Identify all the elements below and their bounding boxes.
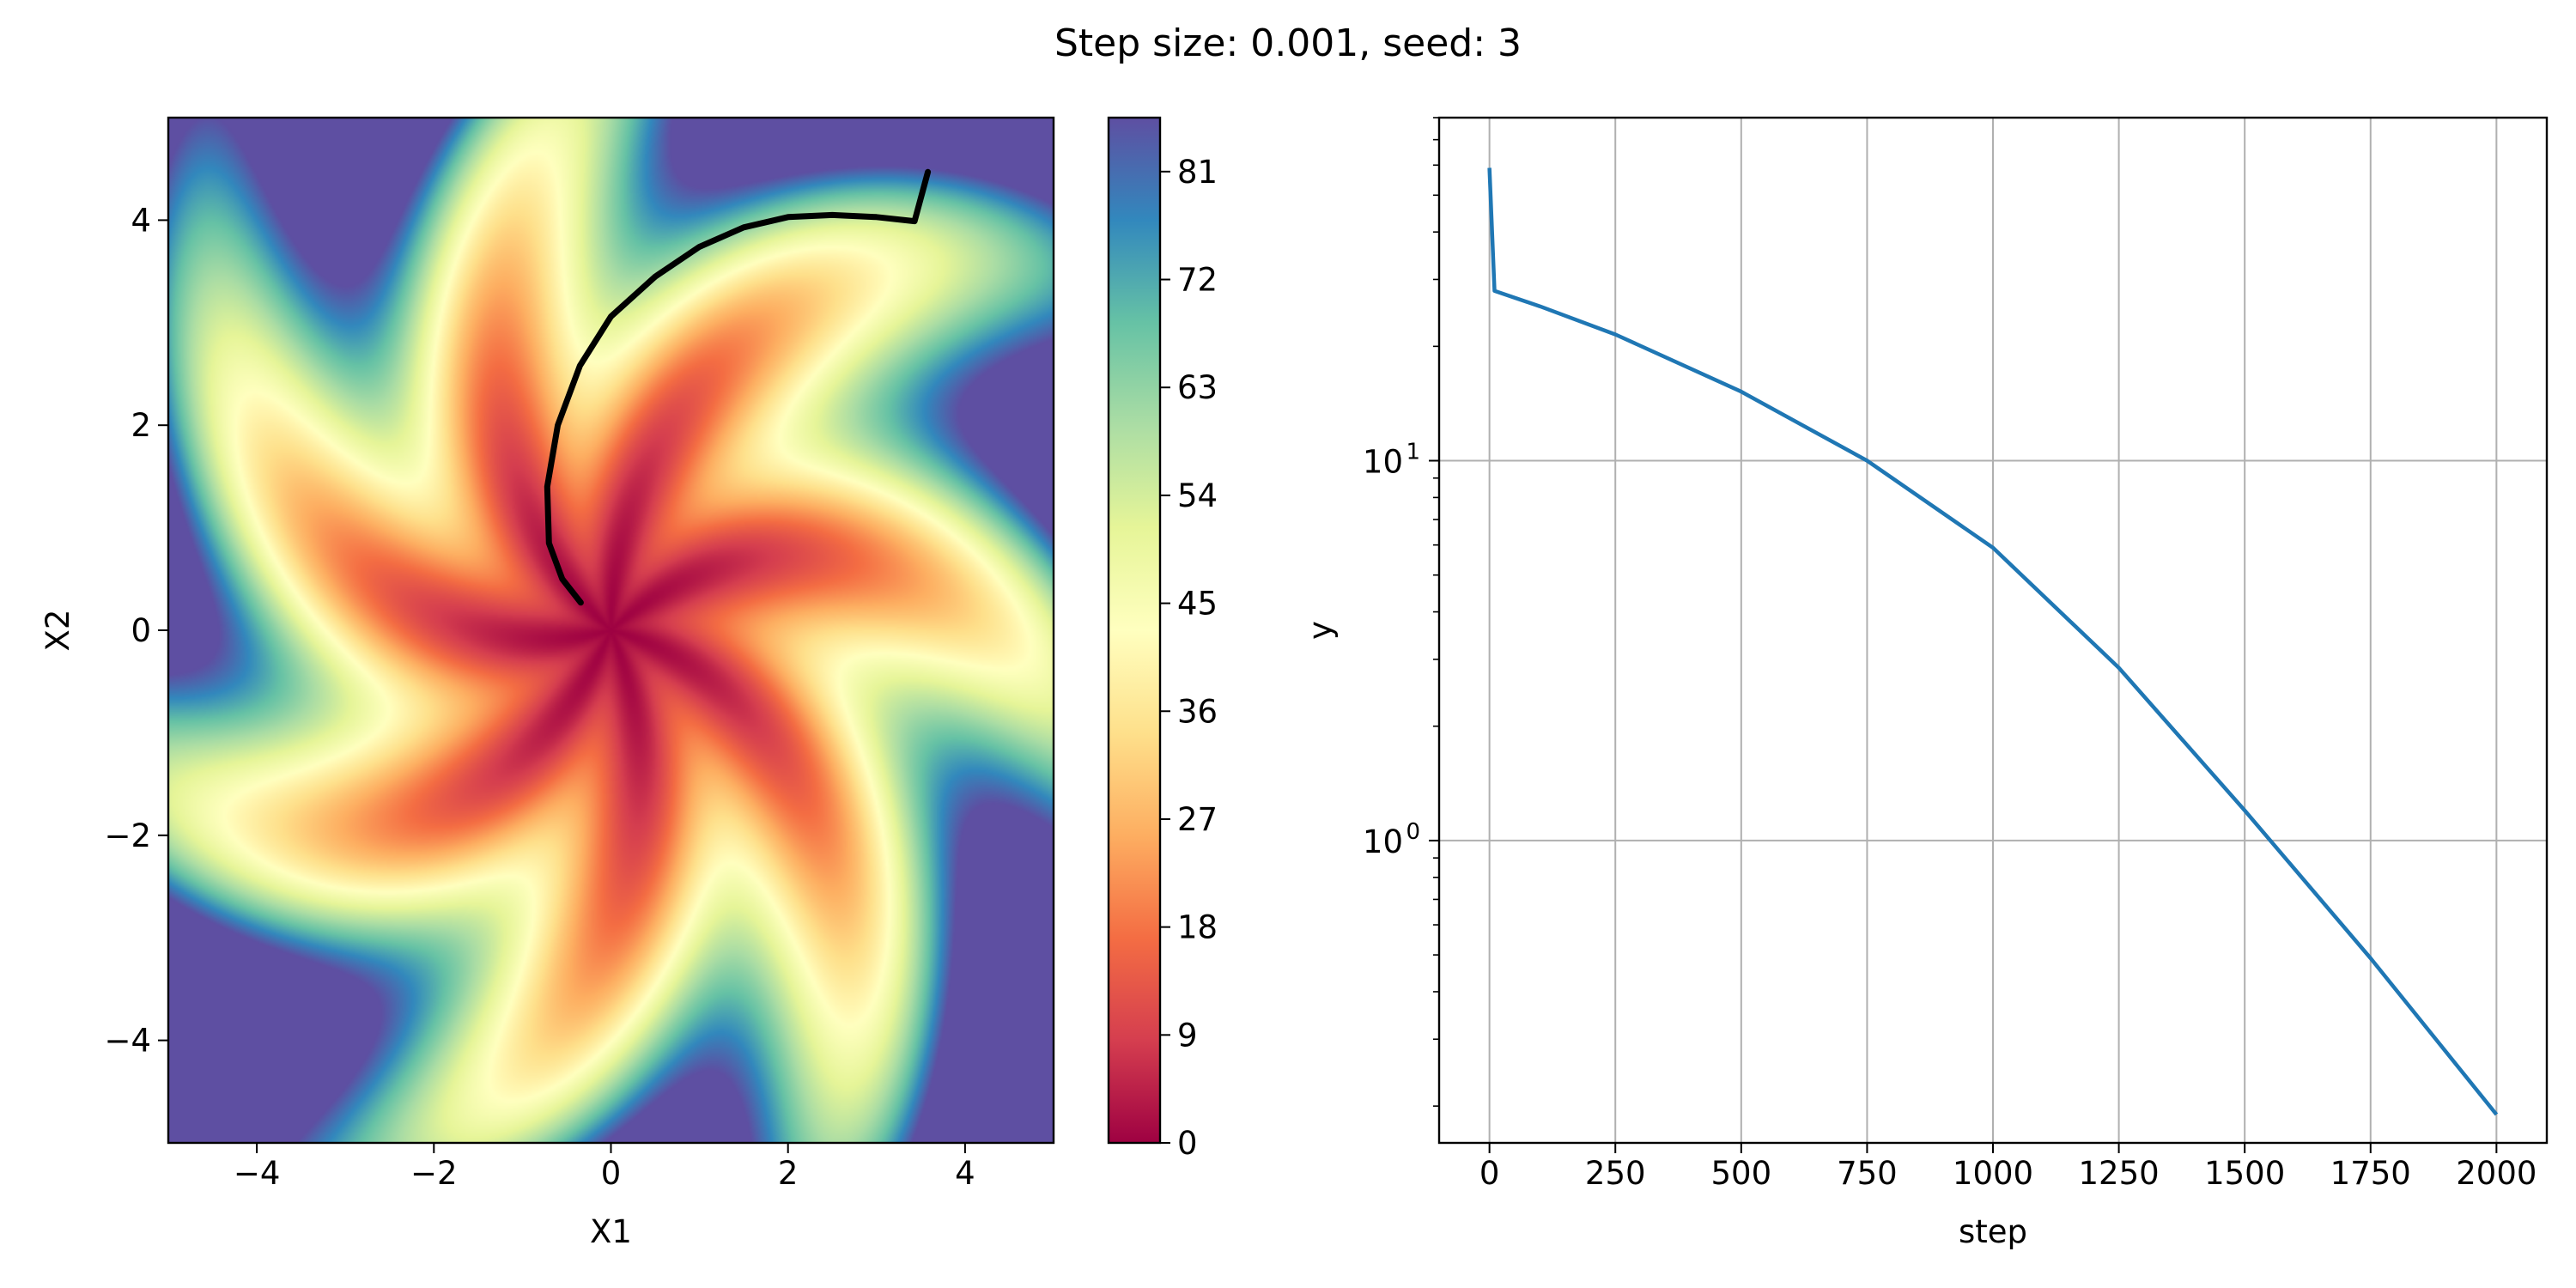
line-xtick-label: 250: [1585, 1155, 1646, 1192]
line-xtick-label: 0: [1479, 1155, 1500, 1192]
line-xtick-label: 2000: [2456, 1155, 2537, 1192]
colorbar-tick-label: 9: [1177, 1017, 1198, 1054]
line-ytick-exponent: 1: [1406, 440, 1420, 465]
colorbar-ticks: 0 9 18 27 36 45 54 63 72 81: [1160, 154, 1218, 1162]
heatmap-xtick-label: 0: [601, 1155, 622, 1192]
colorbar-tick-label: 18: [1177, 909, 1218, 946]
line-xtick-label: 1000: [1953, 1155, 2033, 1192]
heatmap-ytick-label: 2: [131, 407, 151, 444]
colorbar-tick-label: 72: [1177, 262, 1218, 299]
loss-series-line: [1487, 167, 2499, 1116]
line-xlabel: step: [1959, 1213, 2027, 1250]
heatmap-ylabel: X2: [39, 610, 76, 652]
heatmap-ytick-label: −4: [104, 1023, 151, 1060]
colorbar-tick-label: 81: [1177, 154, 1218, 191]
heatmap-ytick-label: −2: [104, 817, 151, 854]
line-grid: [1439, 118, 2547, 1143]
line-xtick-label: 500: [1711, 1155, 1772, 1192]
heatmap-ytick-label: 0: [131, 612, 151, 649]
colorbar-tick-label: 27: [1177, 801, 1218, 838]
line-ytick-base: 10: [1363, 823, 1403, 860]
line-ytick-label: 10: [1363, 823, 1403, 860]
colorbar-tick-label: 63: [1177, 369, 1218, 406]
colorbar-frame: [1107, 116, 1162, 1145]
heatmap-ytick-label: 4: [131, 202, 151, 239]
colorbar-tick-label: 36: [1177, 693, 1218, 730]
line-ylabel: y: [1302, 621, 1339, 640]
heatmap-xtick-label: 2: [778, 1155, 799, 1192]
colorbar-gradient: [1109, 118, 1160, 1143]
colorbar-tick-label: 54: [1177, 477, 1218, 514]
spiral-heatmap-image: [168, 118, 1054, 1143]
colorbar-tick-label: 0: [1177, 1125, 1198, 1162]
colorbar-tick-label: 45: [1177, 586, 1218, 623]
heatmap-xtick-label: −4: [234, 1155, 281, 1192]
line-ytick-base: 10: [1363, 444, 1403, 481]
heatmap-xlabel: X1: [590, 1213, 632, 1250]
line-ytick-exponent: 0: [1406, 819, 1420, 845]
optimization-trajectory: [544, 168, 932, 606]
line-ytick-label: 10: [1363, 444, 1403, 481]
heatmap-xtick-label: −2: [410, 1155, 458, 1192]
heatmap-ticks: −4 −2 0 2 4 −4 −2 0 2 4: [104, 202, 975, 1192]
line-xtick-label: 750: [1837, 1155, 1898, 1192]
figure-title: Step size: 0.001, seed: 3: [1054, 21, 1522, 65]
line-xtick-label: 1250: [2079, 1155, 2160, 1192]
line-xtick-label: 1750: [2330, 1155, 2411, 1192]
colorbar: 0 9 18 27 36 45 54 63 72 81: [1107, 116, 1218, 1162]
line-xtick-label: 1500: [2204, 1155, 2285, 1192]
heatmap-panel: −4 −2 0 2 4 −4 −2 0 2 4 X1 X2: [39, 116, 1055, 1250]
heatmap-xtick-label: 4: [955, 1155, 975, 1192]
